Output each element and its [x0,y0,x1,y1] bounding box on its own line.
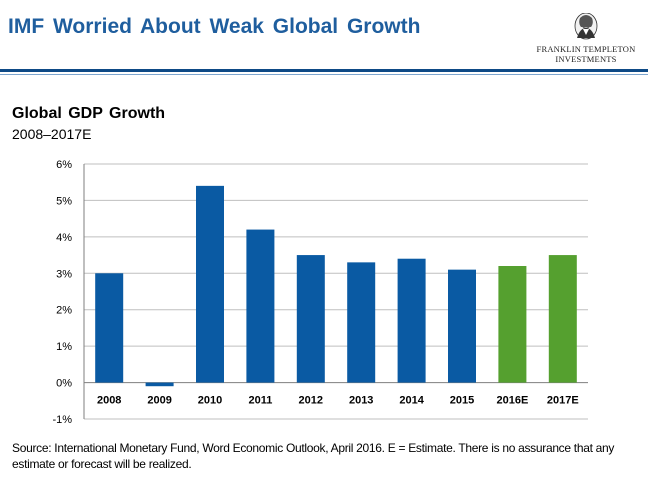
bar-2014 [397,258,426,383]
x-tick-label: 2012 [299,395,323,407]
chart-subtitle: 2008–2017E [12,126,92,142]
y-tick-label: 0% [56,378,72,390]
y-tick-label: 2% [56,305,72,317]
x-tick-label: 2014 [399,395,424,407]
portrait-emblem-icon [574,13,598,40]
x-tick-label: 2009 [147,395,171,407]
bar-2011 [246,229,275,383]
franklin-templeton-logo: FRANKLIN TEMPLETON INVESTMENTS [536,13,636,65]
y-tick-label: 3% [56,268,72,280]
bar-2010 [196,185,224,383]
bar-2009 [145,382,174,387]
source-note: Source: International Monetary Fund, Wor… [12,441,615,471]
logo-line-2: INVESTMENTS [555,54,617,64]
y-tick-label: 1% [56,341,72,353]
y-tick-label: 6% [56,159,72,171]
bar-2013 [347,262,376,383]
x-tick-label: 2015 [450,395,474,407]
bar-2015 [448,269,476,383]
page-title: IMF Worried About Weak Global Growth [8,15,421,38]
y-tick-label: 5% [56,195,72,207]
x-tick-label: 2016E [496,395,528,407]
y-tick-label: 4% [56,232,72,244]
bar-2017E [548,255,577,383]
x-tick-label: 2017E [547,395,579,407]
x-tick-label: 2011 [248,395,272,407]
bar-2016E [498,266,527,383]
header-rule-thin [0,74,648,75]
header-rule [0,69,648,72]
x-tick-label: 2013 [349,395,373,407]
y-tick-label: -1% [52,414,72,426]
chart-title: Global GDP Growth [12,105,166,122]
logo-wordmark: FRANKLIN TEMPLETON INVESTMENTS [536,44,636,64]
bar-2012 [296,255,325,383]
x-tick-label: 2010 [198,395,222,407]
logo-line-1: FRANKLIN TEMPLETON [536,44,636,54]
bar-2008 [95,273,124,383]
x-tick-label: 2008 [97,395,121,407]
